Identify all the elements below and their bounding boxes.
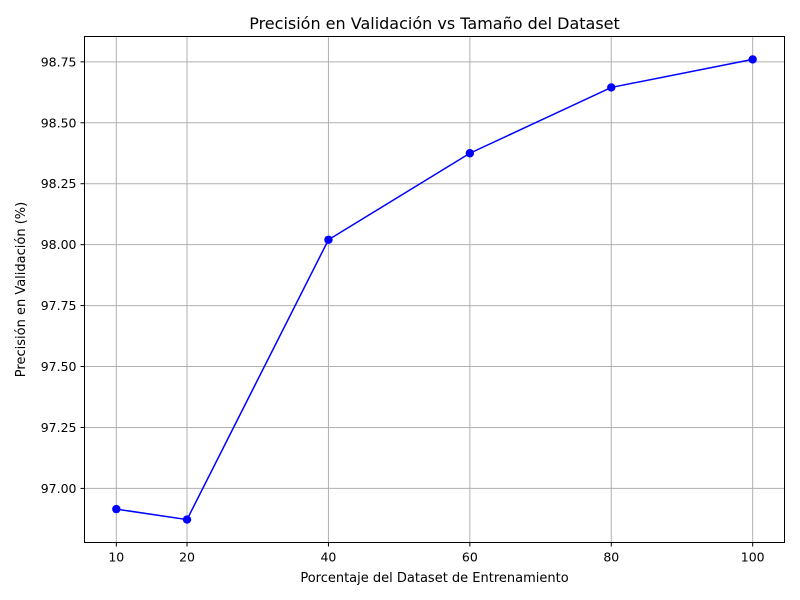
data-point bbox=[465, 149, 475, 158]
series-layer bbox=[112, 55, 757, 524]
series-line bbox=[116, 58, 753, 521]
plot-frame bbox=[84, 36, 785, 543]
data-point bbox=[182, 515, 192, 524]
ticks: 10 20 40 60 80 100 97.00 97.25 97.50 97.75 98.00 98… bbox=[41, 54, 765, 564]
x-axis-label: Porcentaje del Dataset de Entrenamiento bbox=[300, 571, 568, 586]
x-tick-label: 40 bbox=[320, 550, 336, 565]
x-tick-label: 60 bbox=[462, 550, 478, 565]
y-tick-label: 98.75 bbox=[41, 54, 77, 69]
x-tick-label: 10 bbox=[108, 550, 124, 565]
y-tick-label: 98.00 bbox=[41, 237, 77, 252]
x-tick-label: 20 bbox=[179, 550, 195, 565]
data-point bbox=[324, 235, 333, 244]
y-axis-label: Precisión en Validación (%) bbox=[14, 202, 29, 377]
y-tick-label: 97.75 bbox=[41, 298, 77, 313]
data-point bbox=[748, 55, 757, 64]
y-tick-label: 97.25 bbox=[41, 420, 77, 435]
chart-title: Precisión en Validación vs Tamaño del Da… bbox=[249, 14, 620, 33]
x-tick-label: 100 bbox=[741, 550, 765, 565]
data-point bbox=[112, 504, 121, 514]
y-tick-label: 98.25 bbox=[41, 176, 77, 191]
y-tick-label: 98.50 bbox=[41, 115, 77, 130]
y-tick-label: 97.50 bbox=[41, 359, 77, 374]
grid bbox=[84, 36, 785, 543]
x-tick-label: 80 bbox=[603, 550, 619, 565]
data-point bbox=[607, 83, 616, 92]
y-tick-label: 97.00 bbox=[41, 481, 77, 496]
